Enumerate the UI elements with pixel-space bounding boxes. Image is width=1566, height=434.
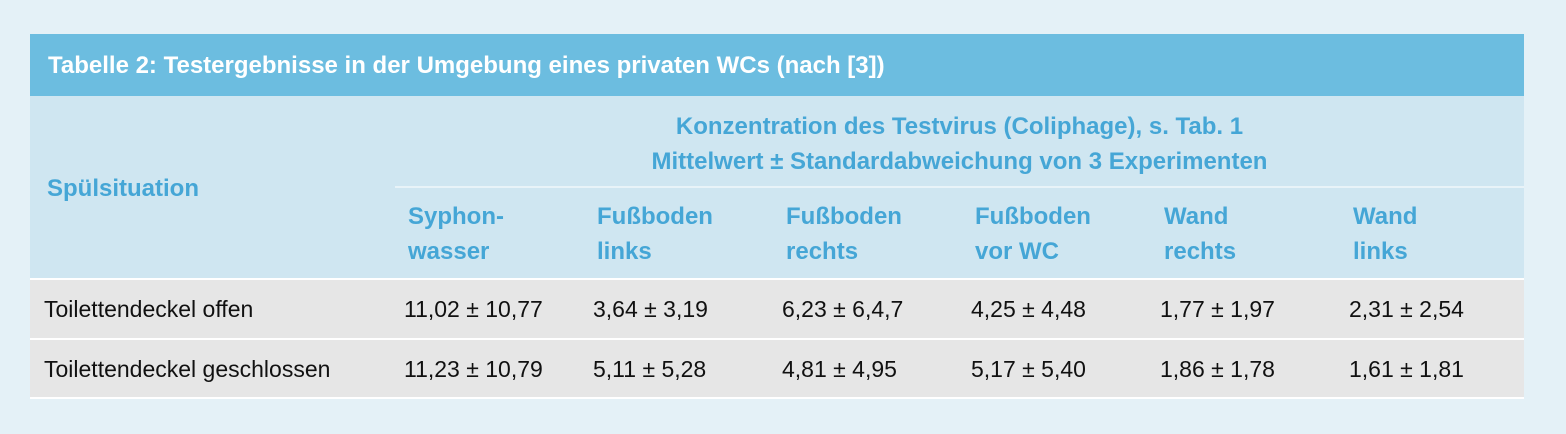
cell: 5,11 ± 5,28 — [593, 356, 707, 382]
cell: 11,23 ± 10,79 — [404, 356, 543, 382]
cell: 6,23 ± 6,4,7 — [782, 296, 904, 322]
row-label: Toilettendeckel offen — [44, 296, 254, 322]
row-background — [30, 278, 1524, 338]
column-header: wasser — [408, 238, 490, 265]
cell: 1,77 ± 1,97 — [1160, 296, 1275, 322]
column-header: Fußboden — [786, 203, 902, 230]
column-header: rechts — [1164, 238, 1237, 265]
column-header: links — [597, 238, 652, 265]
column-header: Wand — [1164, 203, 1229, 230]
row-background — [30, 338, 1524, 398]
column-header: Wand — [1353, 203, 1418, 230]
table-title: Tabelle 2: Testergebnisse in der Umgebun… — [48, 52, 885, 79]
cell: 4,25 ± 4,48 — [971, 296, 1086, 322]
column-header: vor WC — [975, 238, 1059, 265]
header-separator — [395, 186, 1524, 188]
column-header: links — [1353, 238, 1408, 265]
cell: 1,61 ± 1,81 — [1349, 356, 1464, 382]
cell: 4,81 ± 4,95 — [782, 356, 897, 382]
row-header: Spülsituation — [47, 175, 199, 202]
row-label: Toilettendeckel geschlossen — [44, 356, 331, 382]
column-header: rechts — [786, 238, 859, 265]
cell: 1,86 ± 1,78 — [1160, 356, 1275, 382]
title-bar — [30, 34, 1524, 96]
cell: 2,31 ± 2,54 — [1349, 296, 1464, 322]
column-header: Fußboden — [975, 203, 1091, 230]
cell: 5,17 ± 5,40 — [971, 356, 1086, 382]
table-bottom — [30, 397, 1524, 399]
group-header: Mittelwert ± Standardabweichung von 3 Ex… — [651, 148, 1268, 175]
column-header: Syphon- — [408, 203, 504, 230]
cell: 11,02 ± 10,77 — [404, 296, 543, 322]
column-header: Fußboden — [597, 203, 713, 230]
cell: 3,64 ± 3,19 — [593, 296, 708, 322]
group-header: Konzentration des Testvirus (Coliphage),… — [675, 113, 1244, 140]
